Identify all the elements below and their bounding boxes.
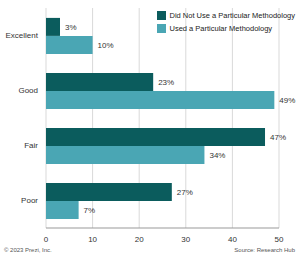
svg-text:Good: Good [18,86,38,95]
svg-text:30: 30 [181,235,190,244]
html-text:Did Not Use a Particular Metho: Did Not Use a Particular Methodology [169,11,295,20]
svg-text:Poor: Poor [21,196,38,205]
html-text:Used a Particular Methodology: Used a Particular Methodology [169,24,273,33]
svg-text:50: 50 [275,235,284,244]
svg-text:3%: 3% [65,23,77,32]
html-text:© 2023 Prezi, Inc.: © 2023 Prezi, Inc. [4,247,52,253]
svg-text:20: 20 [135,235,144,244]
svg-text:Fair: Fair [24,141,38,150]
svg-text:34%: 34% [209,151,225,160]
svg-text:40: 40 [228,235,237,244]
svg-text:49%: 49% [279,96,293,105]
svg-text:47%: 47% [270,133,286,142]
svg-text:7%: 7% [84,206,96,215]
svg-text:10%: 10% [98,41,114,50]
svg-text:10: 10 [88,235,97,244]
svg-text:0: 0 [44,235,49,244]
svg-text:Excellent: Excellent [8,31,39,40]
svg-text:23%: 23% [158,78,174,87]
svg-text:27%: 27% [177,188,193,197]
html-text:Source: Research Hub: Source: Research Hub [234,247,295,253]
